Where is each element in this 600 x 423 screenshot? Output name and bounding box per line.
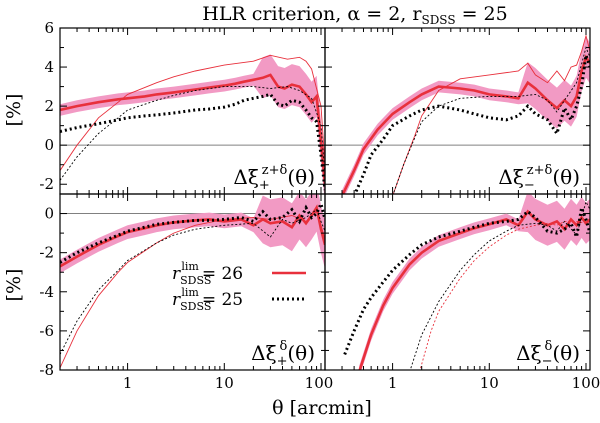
panel-bottom-left: 1 10 100 0 -2 -4 -6 -8 Δξ+δ(θ) xyxy=(39,193,334,392)
panel-top-right: Δξ−z+δ(θ) xyxy=(324,27,591,195)
series-line xyxy=(392,46,590,194)
series-line xyxy=(353,54,590,194)
series-line xyxy=(60,199,325,264)
panel-label: Δξ−δ(θ) xyxy=(516,339,580,369)
legend: rSDSSlim = 26 rSDSSlim = 25 xyxy=(172,260,306,313)
panel-label: Δξ+δ(θ) xyxy=(251,339,315,369)
y-tick-label: -4 xyxy=(39,283,54,301)
series-line xyxy=(60,208,325,355)
y-tick-label: -2 xyxy=(39,244,54,262)
x-tick-label: 1 xyxy=(123,374,133,392)
series-line xyxy=(358,209,590,370)
panel-label: Δξ+z+δ(θ) xyxy=(233,163,315,193)
plot-area xyxy=(325,34,590,194)
panel-label: Δξ−z+δ(θ) xyxy=(498,163,580,193)
chart-title: HLR criterion, α = 2, rSDSS = 25 xyxy=(202,3,507,27)
y-tick-label: 4 xyxy=(44,58,54,76)
panels: 6 4 2 0 -2 Δξ+z+δ(θ) Δξ−z+δ(θ) 1 10 100 0 -2 -4 -6 -8 Δ… xyxy=(39,19,600,392)
series-line xyxy=(419,219,590,370)
title-subscript: SDSS xyxy=(421,13,455,27)
panel-frame xyxy=(324,193,591,371)
y-tick-label: 0 xyxy=(44,136,54,154)
y-tick-label: 6 xyxy=(44,19,54,37)
plot-area xyxy=(60,194,325,369)
y-axis-label-top: [%] xyxy=(3,94,25,127)
x-axis-label: θ [arcmin] xyxy=(272,397,372,419)
legend-entry-r25-label: rSDSSlim = 25 xyxy=(172,286,243,313)
y-tick-label: 2 xyxy=(44,97,54,115)
y-tick-label: 0 xyxy=(44,205,54,223)
panel-top-left: 6 4 2 0 -2 Δξ+z+δ(θ) xyxy=(39,19,326,195)
series-line xyxy=(409,200,590,370)
panel-bottom-right: 1 10 100 Δξ−δ(θ) xyxy=(324,193,600,392)
series-line xyxy=(60,92,325,191)
legend-entry-r26-label: rSDSSlim = 26 xyxy=(172,260,243,287)
series-line xyxy=(343,201,590,355)
y-tick-label: -2 xyxy=(39,175,54,193)
y-axis-label-bottom: [%] xyxy=(3,269,25,302)
x-tick-label: 100 xyxy=(572,374,600,392)
series-line xyxy=(60,54,325,171)
x-tick-label: 100 xyxy=(305,374,334,392)
series-line xyxy=(60,86,325,181)
series-line xyxy=(341,54,590,194)
x-tick-label: 10 xyxy=(480,374,499,392)
error-band xyxy=(342,36,590,194)
x-tick-label: 1 xyxy=(388,374,398,392)
error-band xyxy=(60,54,325,194)
x-tick-label: 10 xyxy=(215,374,234,392)
series-line xyxy=(392,34,590,194)
plot-area xyxy=(60,54,325,194)
y-tick-label: -8 xyxy=(39,361,54,379)
y-tick-label: -6 xyxy=(39,322,54,340)
plot-area xyxy=(325,194,590,370)
